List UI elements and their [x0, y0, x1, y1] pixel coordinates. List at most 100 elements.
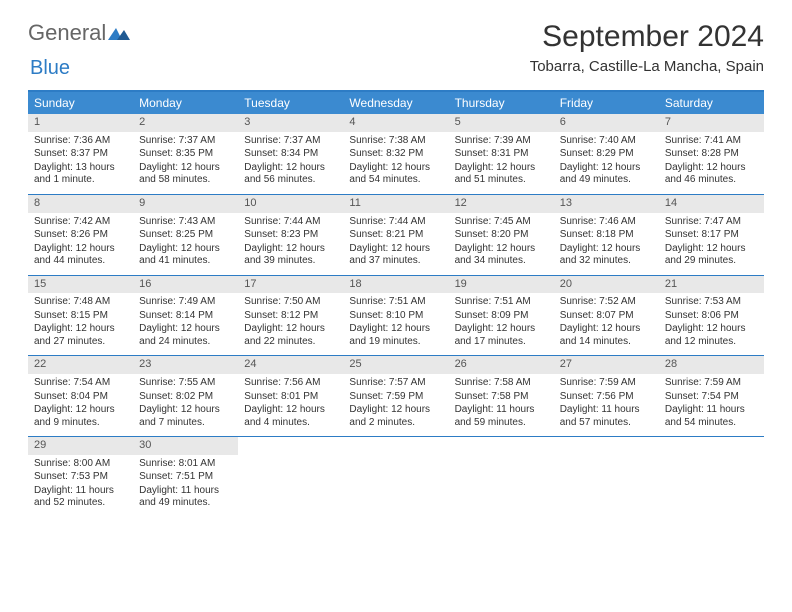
day-number: 18: [343, 276, 448, 294]
sun-info: Sunrise: 7:42 AMSunset: 8:26 PMDaylight:…: [28, 213, 133, 275]
calendar-cell: 2Sunrise: 7:37 AMSunset: 8:35 PMDaylight…: [133, 114, 238, 194]
sunrise-text: Sunrise: 7:44 AM: [244, 216, 337, 229]
sunset-text: Sunset: 8:35 PM: [139, 148, 232, 161]
day-number: 8: [28, 195, 133, 213]
calendar-cell: .: [659, 437, 764, 517]
sunset-text: Sunset: 8:32 PM: [349, 148, 442, 161]
sunset-text: Sunset: 8:09 PM: [455, 310, 548, 323]
day-number: 17: [238, 276, 343, 294]
sunrise-text: Sunrise: 7:46 AM: [560, 216, 653, 229]
sunrise-text: Sunrise: 7:45 AM: [455, 216, 548, 229]
sun-info: Sunrise: 7:36 AMSunset: 8:37 PMDaylight:…: [28, 132, 133, 194]
calendar-cell: 25Sunrise: 7:57 AMSunset: 7:59 PMDayligh…: [343, 356, 448, 436]
calendar-cell: 28Sunrise: 7:59 AMSunset: 7:54 PMDayligh…: [659, 356, 764, 436]
calendar-cell: 5Sunrise: 7:39 AMSunset: 8:31 PMDaylight…: [449, 114, 554, 194]
sun-info: Sunrise: 7:59 AMSunset: 7:56 PMDaylight:…: [554, 374, 659, 436]
sun-info: Sunrise: 7:56 AMSunset: 8:01 PMDaylight:…: [238, 374, 343, 436]
month-title: September 2024: [530, 20, 764, 54]
sunset-text: Sunset: 8:21 PM: [349, 229, 442, 242]
sunrise-text: Sunrise: 7:51 AM: [455, 296, 548, 309]
daylight-text: Daylight: 12 hours and 9 minutes.: [34, 404, 127, 429]
calendar-cell: 19Sunrise: 7:51 AMSunset: 8:09 PMDayligh…: [449, 276, 554, 356]
day-number: 23: [133, 356, 238, 374]
calendar-cell: 26Sunrise: 7:58 AMSunset: 7:58 PMDayligh…: [449, 356, 554, 436]
daylight-text: Daylight: 12 hours and 37 minutes.: [349, 243, 442, 268]
sunset-text: Sunset: 8:26 PM: [34, 229, 127, 242]
daylight-text: Daylight: 12 hours and 27 minutes.: [34, 323, 127, 348]
sunrise-text: Sunrise: 7:52 AM: [560, 296, 653, 309]
calendar-cell: 1Sunrise: 7:36 AMSunset: 8:37 PMDaylight…: [28, 114, 133, 194]
daylight-text: Daylight: 12 hours and 46 minutes.: [665, 162, 758, 187]
sun-info: Sunrise: 7:44 AMSunset: 8:21 PMDaylight:…: [343, 213, 448, 275]
day-number: 10: [238, 195, 343, 213]
sunset-text: Sunset: 8:18 PM: [560, 229, 653, 242]
calendar-cell: 20 Sunrise: 7:52 AMSunset: 8:07 PMDayligh…: [554, 276, 659, 356]
sun-info: Sunrise: 7:37 AMSunset: 8:35 PMDaylight:…: [133, 132, 238, 194]
daylight-text: Daylight: 12 hours and 39 minutes.: [244, 243, 337, 268]
sun-info: Sunrise: 7:38 AMSunset: 8:32 PMDaylight:…: [343, 132, 448, 194]
calendar-cell: 12Sunrise: 7:45 AMSunset: 8:20 PMDayligh…: [449, 195, 554, 275]
week-row: 29Sunrise: 8:00 AMSunset: 7:53 PMDayligh…: [28, 437, 764, 517]
sunrise-text: Sunrise: 8:00 AM: [34, 458, 127, 471]
day-number: 20: [554, 276, 659, 294]
daylight-text: Daylight: 12 hours and 2 minutes.: [349, 404, 442, 429]
sunrise-text: Sunrise: 7:50 AM: [244, 296, 337, 309]
sunset-text: Sunset: 8:37 PM: [34, 148, 127, 161]
sunset-text: Sunset: 8:31 PM: [455, 148, 548, 161]
sunrise-text: Sunrise: 7:39 AM: [455, 135, 548, 148]
sunrise-text: Sunrise: 7:38 AM: [349, 135, 442, 148]
sunrise-text: Sunrise: 7:41 AM: [665, 135, 758, 148]
day-number: 30: [133, 437, 238, 455]
sunset-text: Sunset: 8:17 PM: [665, 229, 758, 242]
daylight-text: Daylight: 12 hours and 56 minutes.: [244, 162, 337, 187]
day-number: 5: [449, 114, 554, 132]
sunset-text: Sunset: 8:07 PM: [560, 310, 653, 323]
calendar-cell: .: [343, 437, 448, 517]
calendar-cell: 16Sunrise: 7:49 AMSunset: 8:14 PMDayligh…: [133, 276, 238, 356]
sun-info: Sunrise: 7:37 AMSunset: 8:34 PMDaylight:…: [238, 132, 343, 194]
day-number: 6: [554, 114, 659, 132]
day-number: 26: [449, 356, 554, 374]
daylight-text: Daylight: 13 hours and 1 minute.: [34, 162, 127, 187]
sunrise-text: Sunrise: 7:42 AM: [34, 216, 127, 229]
calendar-cell: 10Sunrise: 7:44 AMSunset: 8:23 PMDayligh…: [238, 195, 343, 275]
sun-info: Sunrise: 7:45 AMSunset: 8:20 PMDaylight:…: [449, 213, 554, 275]
sunrise-text: Sunrise: 7:37 AM: [244, 135, 337, 148]
day-number: 4: [343, 114, 448, 132]
daylight-text: Daylight: 11 hours and 59 minutes.: [455, 404, 548, 429]
sun-info: Sunrise: 7:49 AMSunset: 8:14 PMDaylight:…: [133, 293, 238, 355]
sunset-text: Sunset: 8:28 PM: [665, 148, 758, 161]
calendar-cell: 13Sunrise: 7:46 AMSunset: 8:18 PMDayligh…: [554, 195, 659, 275]
sunrise-text: Sunrise: 7:54 AM: [34, 377, 127, 390]
calendar-cell: 14Sunrise: 7:47 AMSunset: 8:17 PMDayligh…: [659, 195, 764, 275]
sunrise-text: Sunrise: 7:43 AM: [139, 216, 232, 229]
calendar-cell: 24Sunrise: 7:56 AMSunset: 8:01 PMDayligh…: [238, 356, 343, 436]
sun-info: Sunrise: 7:50 AMSunset: 8:12 PMDaylight:…: [238, 293, 343, 355]
daylight-text: Daylight: 12 hours and 58 minutes.: [139, 162, 232, 187]
calendar-cell: .: [238, 437, 343, 517]
location: Tobarra, Castille-La Mancha, Spain: [530, 58, 764, 75]
daylight-text: Daylight: 11 hours and 57 minutes.: [560, 404, 653, 429]
sunset-text: Sunset: 8:02 PM: [139, 391, 232, 404]
sun-info: Sunrise: 7:58 AMSunset: 7:58 PMDaylight:…: [449, 374, 554, 436]
daylight-text: Daylight: 12 hours and 17 minutes.: [455, 323, 548, 348]
day-number: 3: [238, 114, 343, 132]
calendar-cell: 15Sunrise: 7:48 AMSunset: 8:15 PMDayligh…: [28, 276, 133, 356]
calendar-cell: .: [554, 437, 659, 517]
sunset-text: Sunset: 8:15 PM: [34, 310, 127, 323]
calendar-cell: 4Sunrise: 7:38 AMSunset: 8:32 PMDaylight…: [343, 114, 448, 194]
calendar-cell: 21Sunrise: 7:53 AMSunset: 8:06 PMDayligh…: [659, 276, 764, 356]
sunset-text: Sunset: 8:34 PM: [244, 148, 337, 161]
sunset-text: Sunset: 8:10 PM: [349, 310, 442, 323]
daylight-text: Daylight: 12 hours and 32 minutes.: [560, 243, 653, 268]
sunset-text: Sunset: 7:56 PM: [560, 391, 653, 404]
calendar-cell: 17Sunrise: 7:50 AMSunset: 8:12 PMDayligh…: [238, 276, 343, 356]
daylight-text: Daylight: 12 hours and 7 minutes.: [139, 404, 232, 429]
day-header-row: Sunday Monday Tuesday Wednesday Thursday…: [28, 92, 764, 114]
sun-info: Sunrise: 7:43 AMSunset: 8:25 PMDaylight:…: [133, 213, 238, 275]
sunset-text: Sunset: 8:25 PM: [139, 229, 232, 242]
sunset-text: Sunset: 8:01 PM: [244, 391, 337, 404]
sunset-text: Sunset: 7:51 PM: [139, 471, 232, 484]
sunset-text: Sunset: 8:12 PM: [244, 310, 337, 323]
daylight-text: Daylight: 12 hours and 14 minutes.: [560, 323, 653, 348]
